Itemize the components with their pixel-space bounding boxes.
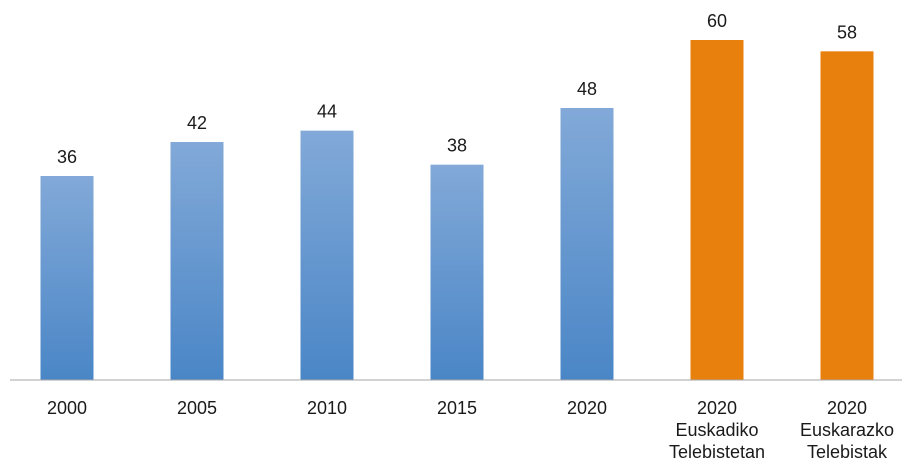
value-label-0: 36 [57, 147, 77, 167]
x-tick-labels-layer: 2000 2005 2010 2015 2020 2020EuskadikoTelebis… [47, 398, 894, 462]
bar-1 [170, 142, 224, 380]
x-tick-label-6-line-2: Telebistak [807, 442, 888, 462]
x-tick-label-5-line-2: Telebistetan [669, 442, 765, 462]
bar-2 [300, 130, 354, 380]
bar-5 [690, 40, 744, 380]
x-tick-label-5-line-0: 2020 [697, 398, 737, 418]
bars-layer [40, 40, 874, 380]
value-label-2: 44 [317, 102, 337, 122]
x-tick-label-1-line-0: 2005 [177, 398, 217, 418]
value-label-6: 58 [837, 22, 857, 42]
x-tick-label-5-line-1: Euskadiko [675, 420, 758, 440]
value-label-5: 60 [707, 11, 727, 31]
bar-6 [820, 51, 874, 380]
x-tick-label-3-line-0: 2015 [437, 398, 477, 418]
value-label-3: 38 [447, 136, 467, 156]
bar-4 [560, 108, 614, 380]
x-tick-label-6-line-1: Euskarazko [800, 420, 894, 440]
value-label-1: 42 [187, 113, 207, 133]
value-label-4: 48 [577, 79, 597, 99]
x-tick-label-2-line-0: 2010 [307, 398, 347, 418]
x-tick-label-4-line-0: 2020 [567, 398, 607, 418]
x-tick-label-0-line-0: 2000 [47, 398, 87, 418]
x-tick-label-6-line-0: 2020 [827, 398, 867, 418]
value-labels-layer: 36 42 44 38 48 60 58 [57, 11, 857, 167]
bar-0 [40, 176, 94, 380]
bar-3 [430, 164, 484, 380]
